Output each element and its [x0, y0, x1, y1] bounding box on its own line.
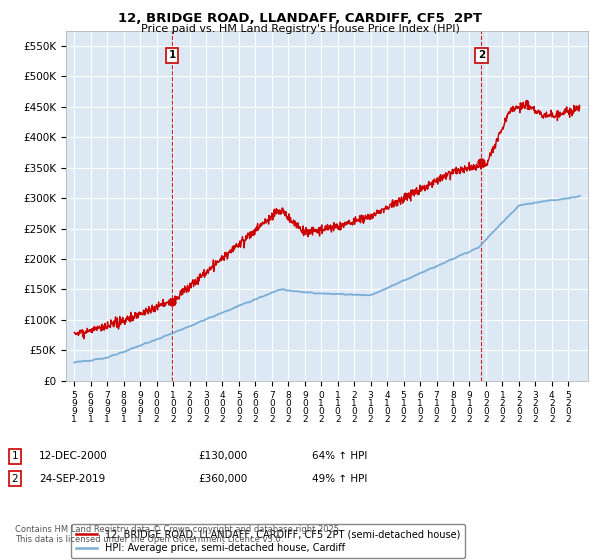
Text: 2: 2	[478, 50, 485, 60]
Text: Price paid vs. HM Land Registry's House Price Index (HPI): Price paid vs. HM Land Registry's House …	[140, 24, 460, 34]
Text: £360,000: £360,000	[198, 474, 247, 484]
Text: 12, BRIDGE ROAD, LLANDAFF, CARDIFF, CF5  2PT: 12, BRIDGE ROAD, LLANDAFF, CARDIFF, CF5 …	[118, 12, 482, 25]
Text: 12-DEC-2000: 12-DEC-2000	[39, 451, 108, 461]
Text: Contains HM Land Registry data © Crown copyright and database right 2025.
This d: Contains HM Land Registry data © Crown c…	[15, 525, 341, 544]
Text: £130,000: £130,000	[198, 451, 247, 461]
Text: 24-SEP-2019: 24-SEP-2019	[39, 474, 105, 484]
Legend: 12, BRIDGE ROAD, LLANDAFF, CARDIFF, CF5 2PT (semi-detached house), HPI: Average : 12, BRIDGE ROAD, LLANDAFF, CARDIFF, CF5 …	[71, 524, 465, 558]
Text: 1: 1	[169, 50, 176, 60]
Text: 49% ↑ HPI: 49% ↑ HPI	[312, 474, 367, 484]
Text: 1: 1	[11, 451, 19, 461]
Text: 2: 2	[11, 474, 19, 484]
Text: 64% ↑ HPI: 64% ↑ HPI	[312, 451, 367, 461]
